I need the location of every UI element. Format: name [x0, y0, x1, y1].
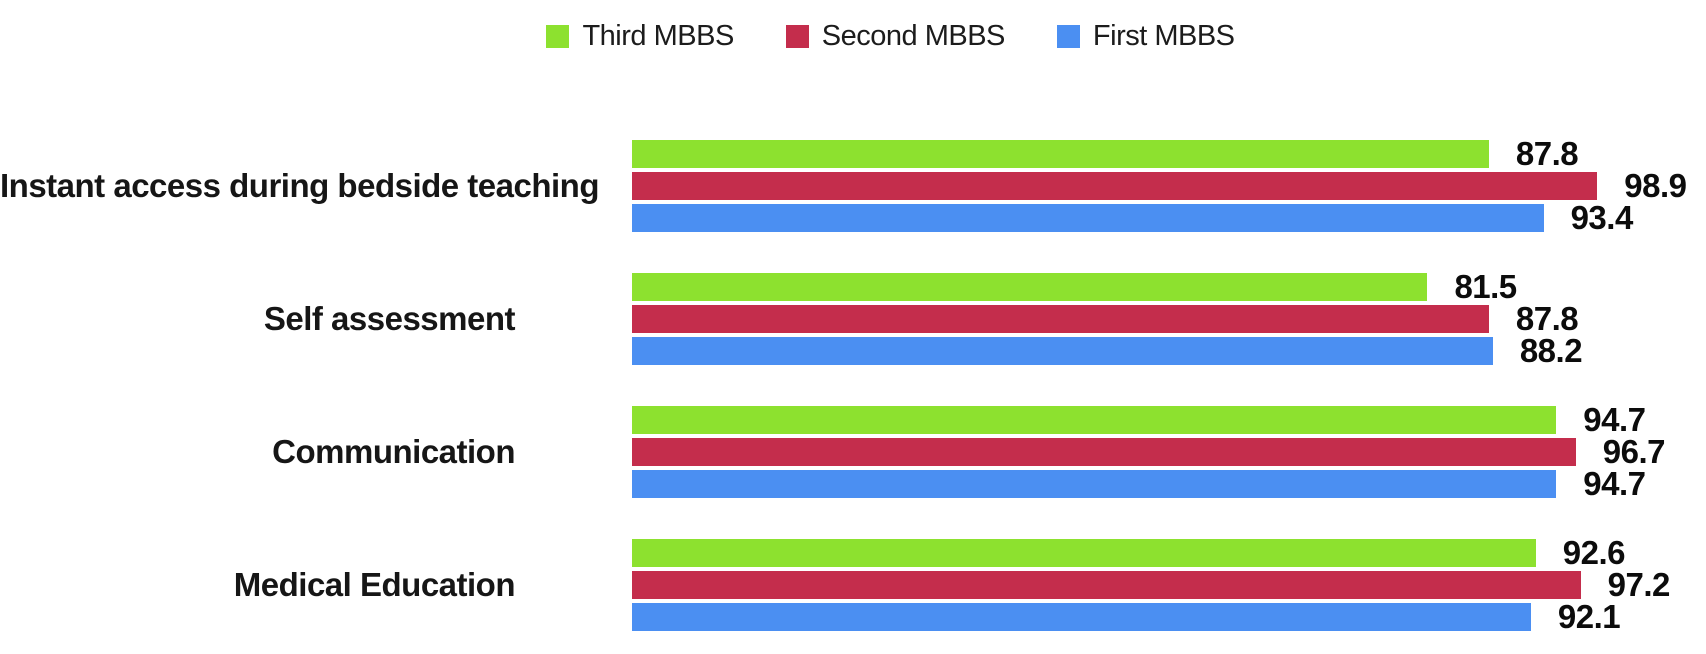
bar	[632, 406, 1557, 434]
bar	[632, 204, 1544, 232]
bar	[632, 140, 1489, 168]
bar-group: 94.7 96.7 94.7	[632, 401, 1666, 502]
category-row: Self assessment 81.5 87.8 88.2	[0, 268, 1706, 369]
bar	[632, 603, 1531, 631]
bar-line: 96.7	[632, 433, 1666, 470]
legend-label: Third MBBS	[582, 20, 734, 52]
legend-item: First MBBS	[1056, 20, 1235, 53]
legend-item: Second MBBS	[785, 20, 1006, 53]
category-label: Instant access during bedside teaching	[0, 167, 600, 204]
legend: Third MBBS Second MBBS First MBBS	[75, 20, 1706, 53]
bar	[632, 305, 1489, 333]
bar-group: 92.6 97.2 92.1	[632, 534, 1671, 635]
bar	[632, 571, 1581, 599]
bar	[632, 438, 1576, 466]
value-label: 94.7	[1583, 401, 1646, 438]
bar-line: 92.1	[632, 598, 1670, 635]
legend-swatch-icon	[1056, 25, 1080, 48]
plot-area: Instant access during bedside teaching 87…	[0, 135, 1706, 654]
bar-line: 87.8	[632, 135, 1686, 172]
value-label: 92.1	[1557, 598, 1621, 635]
bar-group: 81.5 87.8 88.2	[632, 268, 1583, 369]
bar-line: 97.2	[632, 566, 1671, 603]
bar-line: 93.4	[632, 199, 1686, 236]
bar-line: 94.7	[632, 401, 1665, 438]
value-label: 93.4	[1570, 199, 1634, 236]
bar	[632, 539, 1536, 567]
bar-line: 87.8	[632, 300, 1582, 337]
category-row: Instant access during bedside teaching 87…	[0, 135, 1706, 236]
legend-label: Second MBBS	[821, 20, 1006, 52]
bar-line: 81.5	[632, 268, 1582, 305]
value-label: 87.8	[1515, 300, 1579, 337]
legend-item: Third MBBS	[546, 20, 734, 53]
value-label: 98.9	[1624, 167, 1687, 204]
legend-label: First MBBS	[1092, 20, 1235, 52]
bar-group: 87.8 98.9 93.4	[632, 135, 1687, 236]
category-row: Communication 94.7 96.7 94.7	[0, 401, 1706, 502]
bar-line: 94.7	[632, 465, 1665, 502]
legend-swatch-icon	[785, 25, 809, 48]
bar	[632, 337, 1493, 365]
category-label: Self assessment	[263, 300, 516, 337]
category-row: Medical Education 92.6 97.2 92.1	[0, 534, 1706, 635]
legend-swatch-icon	[546, 25, 570, 48]
bar	[632, 273, 1428, 301]
value-label: 94.7	[1583, 465, 1646, 502]
bar	[632, 470, 1557, 498]
category-label: Medical Education	[233, 566, 516, 603]
value-label: 87.8	[1515, 135, 1579, 172]
bar-line: 92.6	[632, 534, 1670, 571]
value-label: 81.5	[1454, 268, 1517, 305]
bar-line: 98.9	[632, 167, 1687, 204]
value-label: 97.2	[1607, 566, 1671, 603]
value-label: 92.6	[1562, 534, 1626, 571]
value-label: 88.2	[1519, 332, 1583, 369]
bar	[632, 172, 1598, 200]
category-label: Communication	[272, 433, 515, 470]
bar-line: 88.2	[632, 332, 1583, 369]
value-label: 96.7	[1602, 433, 1666, 470]
